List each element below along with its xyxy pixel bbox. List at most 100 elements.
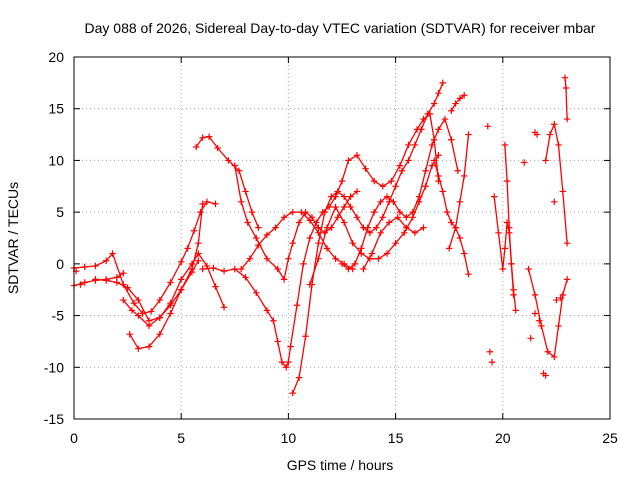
data-point [501,245,509,252]
series-line [362,216,424,270]
series-line [448,134,470,249]
data-point [379,183,386,190]
series-arc-c [92,250,228,324]
series-line [564,77,568,120]
data-point [525,265,532,273]
data-point [306,281,314,288]
data-point [120,269,127,277]
data-point [334,188,341,195]
data-point [188,265,196,273]
data-point [375,255,382,262]
x-tick-label: 25 [602,430,618,446]
data-point [199,200,206,208]
data-point [349,239,356,247]
data-point [538,322,545,330]
data-point [298,208,305,216]
data-point [178,258,185,265]
data-point [409,208,416,216]
data-point [238,265,245,273]
data-point [368,250,376,257]
data-point [555,141,562,149]
data-point [448,219,455,226]
y-tick-label: 10 [48,152,64,168]
data-point [156,296,163,304]
data-point [246,255,254,262]
data-point [430,100,438,107]
series-line [195,135,260,228]
data-point [287,343,294,350]
data-point [435,152,442,159]
data-point [167,302,174,309]
data-point [270,317,277,324]
y-tick-label: 20 [48,49,64,65]
data-point [102,277,110,284]
data-point [443,208,451,216]
data-point [334,214,341,221]
y-tick-labels: -15 -10 -5 0 5 10 15 20 [44,49,64,427]
data-point [561,74,569,81]
data-point [77,281,84,288]
data-point [199,134,206,141]
data-point [295,374,303,381]
data-point [81,263,88,271]
data-point [383,193,391,200]
data-point [212,200,219,208]
data-point [353,188,361,195]
series-points [72,123,564,379]
series-line [545,123,568,244]
ticks [73,56,611,420]
data-point [452,224,459,231]
grid [74,57,610,419]
data-point [542,157,549,164]
data-point [285,255,292,262]
y-axis-label: SDTVAR / TECUs [5,182,21,294]
data-point [135,296,142,304]
data-point [253,289,260,297]
series-arc-g [199,110,442,371]
data-point [321,208,329,216]
data-point [195,239,202,247]
data-point [145,322,153,330]
x-tick-labels: 0 5 10 15 20 25 [70,430,618,446]
data-point [396,208,404,216]
data-point [315,239,322,247]
series-arc-i [238,208,356,273]
data-point [289,389,296,397]
data-point [197,208,204,216]
data-point [135,345,142,352]
data-point [439,79,446,87]
data-point [379,214,386,221]
data-point [506,224,513,231]
series-line [450,94,465,112]
data-point [235,167,243,174]
data-point [392,183,399,190]
data-point [203,198,211,205]
series-arc-u [561,74,571,123]
data-point [340,203,348,211]
data-point [370,177,378,185]
data-point [383,250,391,257]
data-point [405,157,412,164]
series-line [240,211,354,270]
plot-frame [73,56,611,420]
data-point [435,172,442,180]
data-point [353,152,361,159]
data-point [345,265,352,273]
data-point [128,307,136,314]
y-tick-label: 0 [56,256,64,272]
data-point [503,177,511,185]
data-point [544,348,552,355]
data-point [323,224,331,231]
data-point [400,229,408,237]
data-point [120,296,127,304]
data-point [135,312,142,319]
data-point [422,167,429,174]
series-arc-a [70,198,219,317]
data-point [306,234,314,242]
data-point [392,239,399,247]
data-point [559,188,567,195]
data-point [435,126,442,133]
series-arc-m [360,214,427,273]
data-point [113,279,121,286]
series-arc-l [338,115,461,273]
